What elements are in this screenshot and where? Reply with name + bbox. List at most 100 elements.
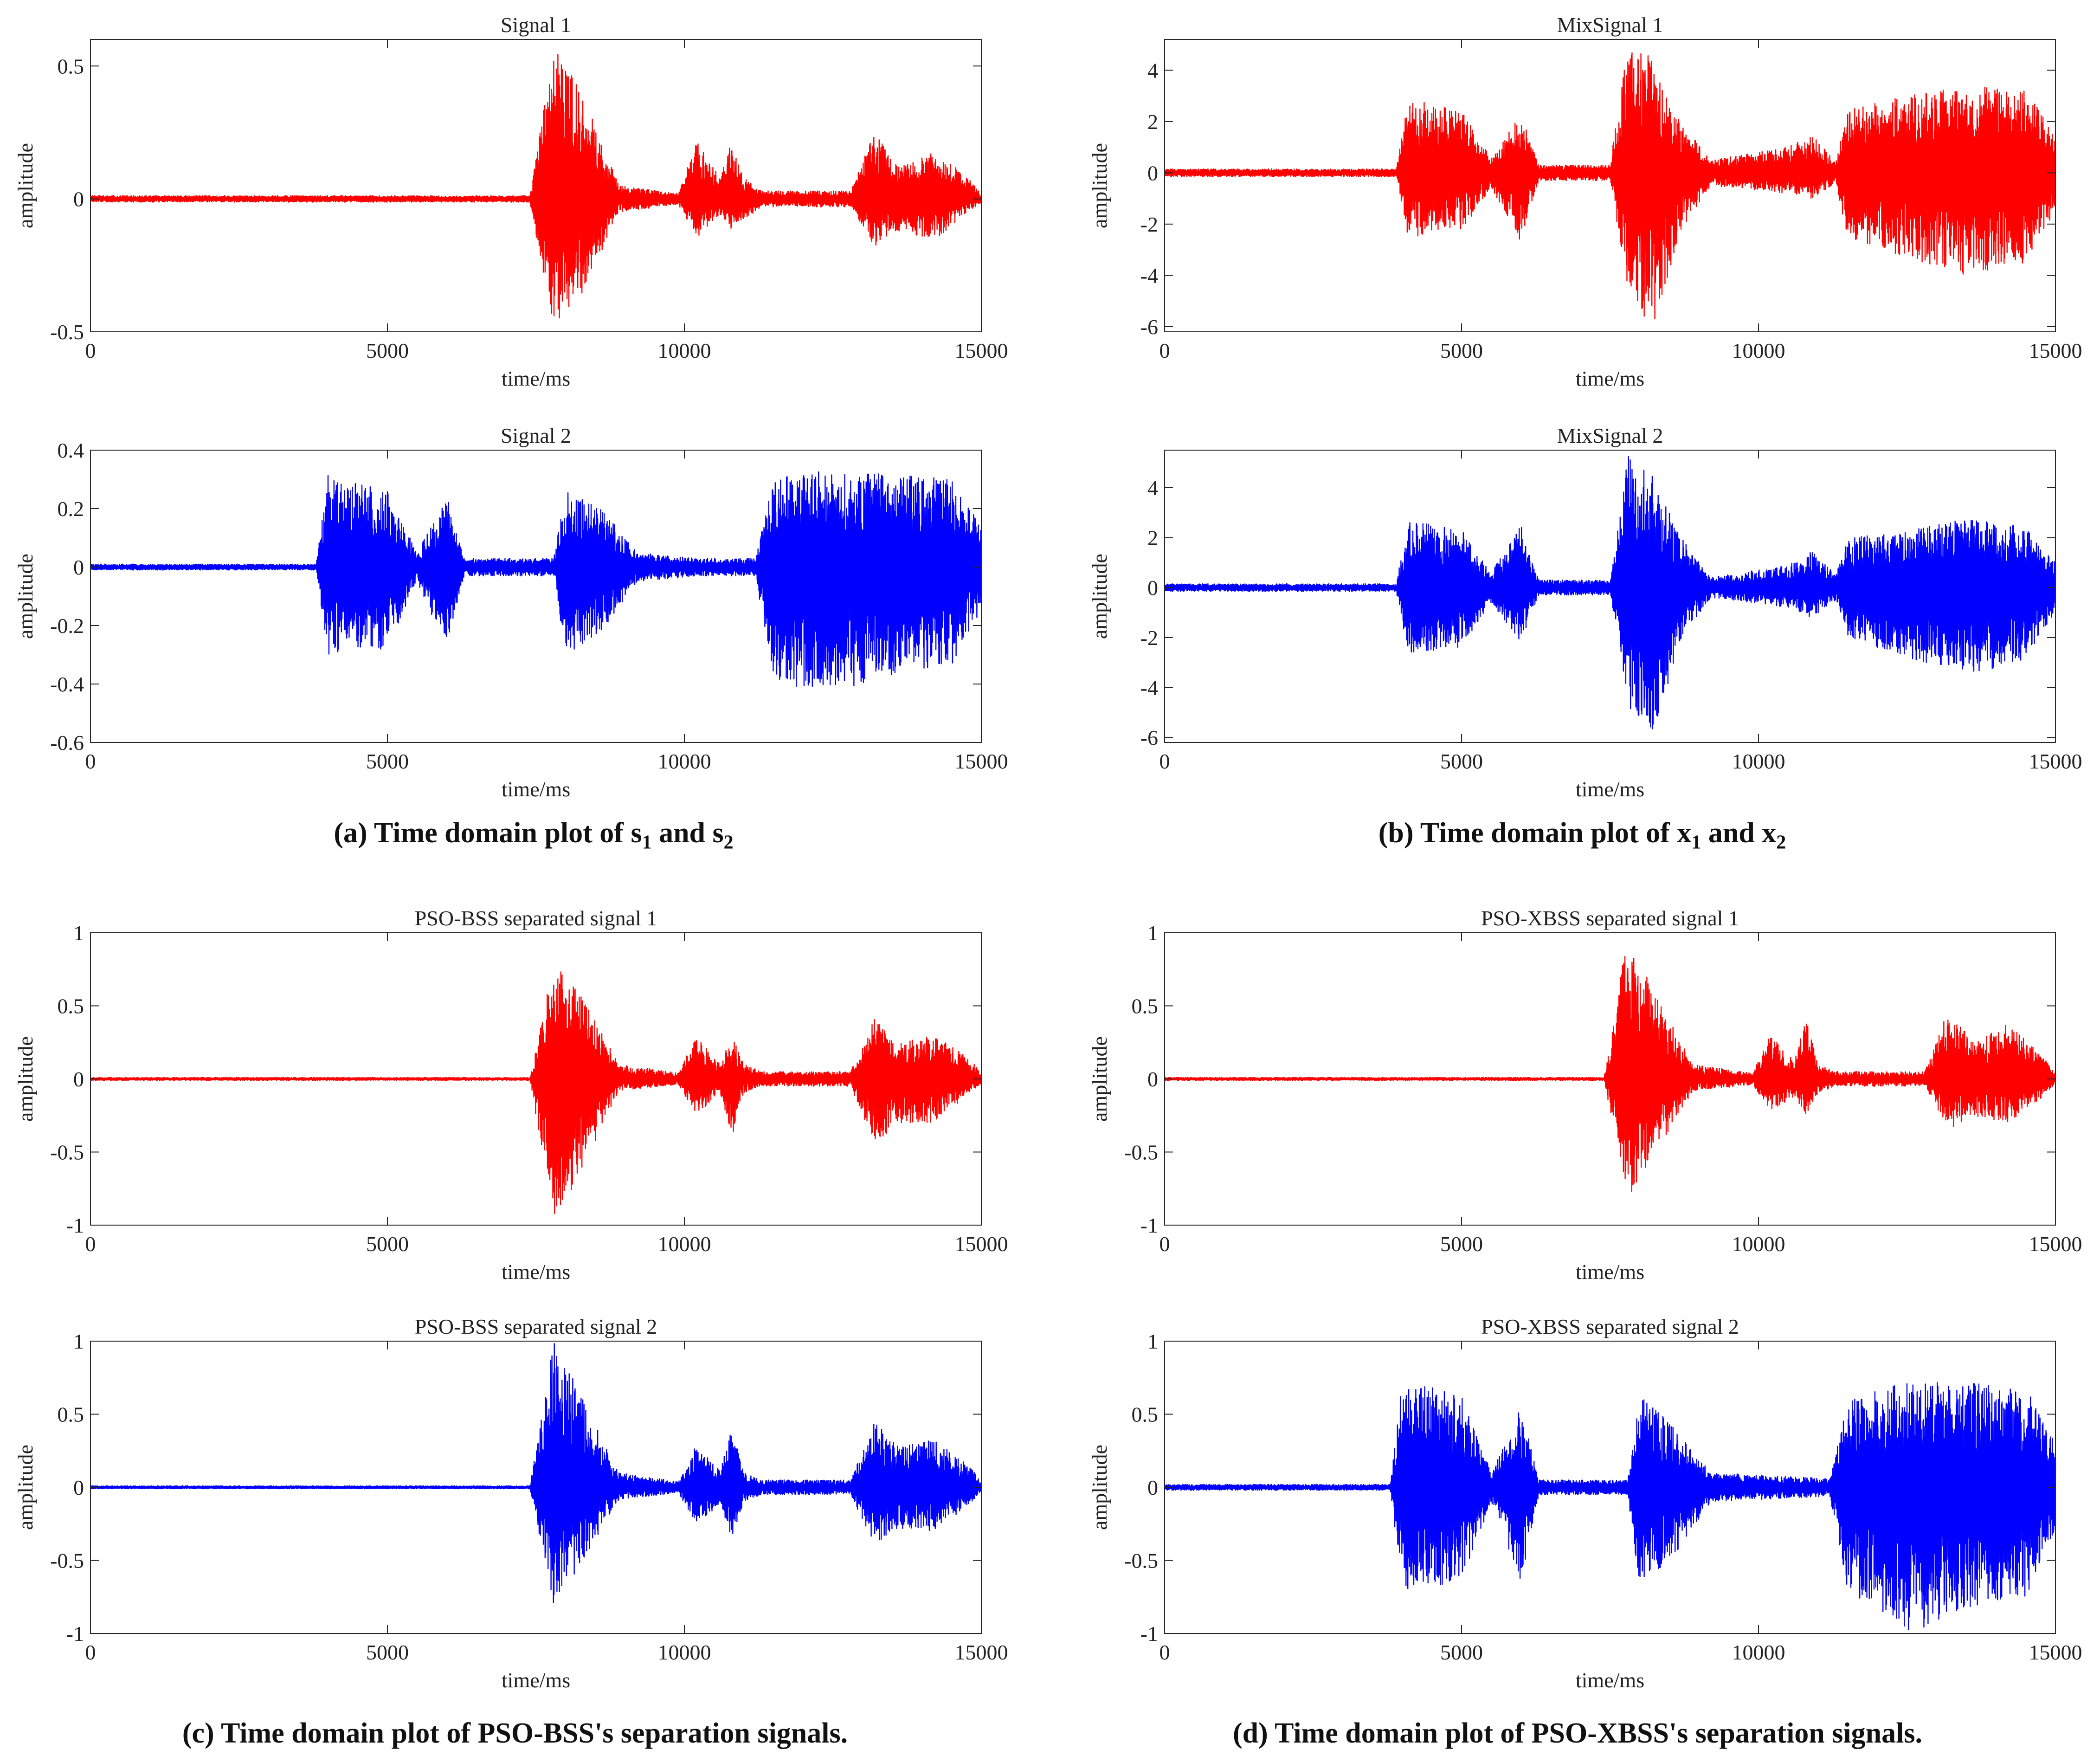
y-axis-label: amplitude bbox=[1088, 1445, 1111, 1530]
caption-b: (b) Time domain plot of x1 and x2 bbox=[1378, 817, 1786, 853]
x-tick-label: 0 bbox=[1160, 339, 1170, 362]
y-tick-label: 0.5 bbox=[58, 54, 84, 78]
subplot-title: MixSignal 2 bbox=[1557, 424, 1663, 447]
y-tick-label: -2 bbox=[1140, 626, 1158, 650]
x-tick-label: 5000 bbox=[1440, 1640, 1483, 1664]
y-tick-label: 0 bbox=[73, 187, 84, 211]
x-axis-label: time/ms bbox=[502, 1260, 570, 1284]
signal-waveform bbox=[1164, 52, 2056, 319]
x-tick-label: 10000 bbox=[658, 339, 711, 362]
signal-waveform bbox=[90, 1343, 982, 1603]
x-tick-label: 5000 bbox=[1440, 749, 1483, 773]
y-tick-label: 0 bbox=[1147, 576, 1158, 600]
subplot-6: 0 5000 10000 15000 -1 -0.5 0 0.5 1 PSO-BSS separa… bbox=[13, 1315, 1008, 1692]
subplot-title: PSO-BSS separated signal 1 bbox=[415, 906, 657, 930]
x-axis-label: time/ms bbox=[1576, 777, 1644, 801]
signal-waveform bbox=[1164, 1382, 2056, 1630]
y-tick-label: -0.5 bbox=[50, 320, 84, 344]
y-tick-label: -1 bbox=[66, 1622, 84, 1646]
x-tick-label: 0 bbox=[85, 1640, 96, 1664]
y-tick-label: 0.2 bbox=[58, 497, 84, 521]
axes-box bbox=[90, 450, 982, 743]
y-tick-label: 2 bbox=[1147, 110, 1158, 134]
y-tick-label: -1 bbox=[1140, 1622, 1158, 1646]
x-tick-label: 5000 bbox=[366, 1232, 409, 1256]
y-tick-label: -0.5 bbox=[1124, 1549, 1158, 1573]
y-axis-label: amplitude bbox=[13, 143, 37, 228]
y-tick-label: 1 bbox=[73, 1330, 84, 1353]
y-tick-label: -4 bbox=[1140, 676, 1158, 700]
y-tick-label: 0.5 bbox=[58, 1403, 84, 1427]
y-tick-label: -6 bbox=[1140, 726, 1158, 749]
axes-box bbox=[1164, 39, 2056, 332]
x-tick-label: 15000 bbox=[955, 339, 1008, 362]
y-tick-label: -6 bbox=[1140, 315, 1158, 339]
x-tick-label: 0 bbox=[1160, 1232, 1170, 1256]
signal-waveform bbox=[90, 471, 982, 687]
x-axis-label: time/ms bbox=[1576, 367, 1644, 390]
x-tick-label: 0 bbox=[85, 339, 96, 362]
x-tick-label: 15000 bbox=[955, 1640, 1008, 1664]
y-tick-label: -1 bbox=[1140, 1214, 1158, 1237]
signal-waveform bbox=[90, 54, 982, 319]
subplot-7: 0 5000 10000 15000 -1 -0.5 0 0.5 1 PSO-XBSS separ… bbox=[1088, 906, 2082, 1284]
subplot-5: 0 5000 10000 15000 -1 -0.5 0 0.5 1 PSO-BSS separa… bbox=[13, 906, 1008, 1284]
x-tick-label: 10000 bbox=[658, 1232, 711, 1256]
subplot-title: PSO-XBSS separated signal 2 bbox=[1481, 1315, 1739, 1338]
x-tick-label: 10000 bbox=[1732, 339, 1785, 362]
x-tick-label: 0 bbox=[85, 1232, 96, 1256]
y-tick-label: -2 bbox=[1140, 213, 1158, 236]
caption-a: (a) Time domain plot of s1 and s2 bbox=[334, 817, 734, 853]
y-tick-label: 0 bbox=[73, 1476, 84, 1499]
y-tick-label: 2 bbox=[1147, 526, 1158, 549]
x-tick-label: 15000 bbox=[2029, 1640, 2082, 1664]
y-tick-label: 0 bbox=[1147, 1067, 1158, 1091]
subplot-4: 0 5000 10000 15000 -6 -4 -2 0 2 4 MixSignal 2 time/… bbox=[1088, 424, 2082, 801]
caption-d: (d) Time domain plot of PSO-XBSS's separ… bbox=[1233, 1717, 1922, 1749]
y-tick-label: 0.4 bbox=[58, 439, 84, 462]
axes-box bbox=[1164, 450, 2056, 743]
y-axis-label: amplitude bbox=[1088, 554, 1111, 639]
x-tick-label: 15000 bbox=[955, 749, 1008, 773]
y-tick-label: -0.5 bbox=[50, 1141, 84, 1164]
signal-waveform bbox=[1164, 956, 2056, 1192]
x-axis-label: time/ms bbox=[502, 367, 570, 390]
y-tick-label: 0.5 bbox=[58, 994, 84, 1018]
x-axis-label: time/ms bbox=[502, 1668, 570, 1692]
y-tick-label: -0.6 bbox=[50, 731, 84, 755]
x-tick-label: 10000 bbox=[1732, 1640, 1785, 1664]
y-tick-label: 0 bbox=[73, 555, 84, 579]
y-tick-label: 0.5 bbox=[1132, 1403, 1159, 1427]
x-tick-label: 15000 bbox=[2029, 749, 2082, 773]
y-tick-label: -4 bbox=[1140, 264, 1158, 287]
y-tick-label: -0.2 bbox=[50, 614, 84, 638]
x-tick-label: 10000 bbox=[1732, 749, 1785, 773]
y-axis-label: amplitude bbox=[13, 1036, 37, 1122]
y-axis-label: amplitude bbox=[1088, 143, 1111, 228]
subplot-title: Signal 1 bbox=[501, 13, 571, 37]
x-tick-label: 5000 bbox=[1440, 339, 1483, 362]
y-tick-label: -0.5 bbox=[50, 1549, 84, 1573]
y-axis-label: amplitude bbox=[13, 1445, 37, 1530]
y-tick-label: 0 bbox=[1147, 161, 1158, 185]
signal-waveform bbox=[90, 971, 982, 1214]
y-tick-label: 0 bbox=[1147, 1476, 1158, 1499]
subplot-title: MixSignal 1 bbox=[1557, 13, 1663, 37]
subplot-title: Signal 2 bbox=[501, 424, 571, 447]
caption-c: (c) Time domain plot of PSO-BSS's separa… bbox=[182, 1717, 848, 1749]
y-axis-label: amplitude bbox=[1088, 1036, 1111, 1122]
y-tick-label: 0 bbox=[73, 1067, 84, 1091]
x-tick-label: 10000 bbox=[658, 1640, 711, 1664]
x-tick-label: 15000 bbox=[2029, 339, 2082, 362]
signal-waveform bbox=[1164, 456, 2056, 730]
y-tick-label: -0.5 bbox=[1124, 1141, 1158, 1164]
y-tick-label: -1 bbox=[66, 1214, 84, 1237]
x-tick-label: 5000 bbox=[1440, 1232, 1483, 1256]
subplot-2: 0 5000 10000 15000 -0.6 -0.4 -0.2 0 0.2 0.4 Signal… bbox=[13, 424, 1008, 801]
x-tick-label: 0 bbox=[1160, 1640, 1170, 1664]
y-axis-label: amplitude bbox=[13, 554, 37, 639]
x-tick-label: 5000 bbox=[366, 339, 409, 362]
